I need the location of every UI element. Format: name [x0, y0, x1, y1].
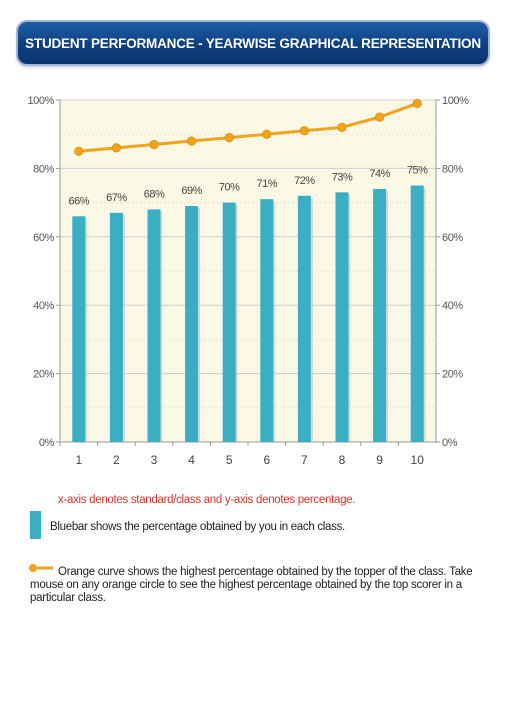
y-tick-label-left: 100%	[27, 95, 54, 107]
y-tick-label-right: 40%	[442, 300, 463, 312]
bar	[335, 192, 349, 442]
y-tick-label-right: 20%	[442, 369, 463, 381]
topper-point	[74, 146, 84, 156]
y-tick-label-right: 0%	[442, 437, 458, 449]
bar	[260, 199, 274, 442]
x-tick-label: 1	[75, 453, 82, 467]
bar-value-label: 72%	[294, 175, 315, 187]
legend-bar-text: Bluebar shows the percentage obtained by…	[50, 521, 345, 533]
y-tick-label-left: 20%	[33, 369, 54, 381]
axis-note: x-axis denotes standard/class and y-axis…	[58, 494, 356, 506]
bar-value-label: 73%	[332, 171, 353, 183]
bar	[222, 202, 236, 442]
bar	[109, 212, 123, 442]
topper-point	[187, 136, 197, 146]
x-tick-label: 3	[151, 453, 158, 467]
bar	[373, 188, 387, 442]
bar-value-label: 74%	[369, 168, 390, 180]
x-tick-label: 10	[411, 453, 425, 467]
x-tick-label: 2	[113, 453, 120, 467]
y-tick-label-left: 0%	[39, 437, 55, 449]
y-tick-label-left: 80%	[33, 163, 54, 175]
bar-value-label: 68%	[144, 188, 165, 200]
bar-value-label: 71%	[257, 178, 278, 190]
x-tick-label: 8	[339, 453, 346, 467]
topper-point	[262, 129, 272, 139]
y-tick-label-left: 60%	[33, 232, 54, 244]
page-title: STUDENT PERFORMANCE - YEARWISE GRAPHICAL…	[18, 22, 488, 64]
bar-value-label: 70%	[219, 182, 240, 194]
bar-value-label: 66%	[69, 195, 90, 207]
y-tick-label-right: 60%	[442, 232, 463, 244]
bar	[72, 216, 86, 442]
legend-line-text: Orange curve shows the highest percentag…	[30, 566, 473, 604]
topper-point	[111, 143, 122, 153]
bar	[410, 185, 424, 442]
x-tick-label: 4	[188, 453, 195, 467]
x-tick-label: 7	[301, 453, 308, 467]
x-tick-label: 5	[226, 453, 233, 467]
topper-point	[337, 122, 347, 132]
topper-line	[78, 102, 418, 153]
legend-bar-swatch	[30, 511, 41, 539]
legend-line-swatch	[29, 564, 53, 572]
bar-value-label: 67%	[106, 192, 127, 204]
bar	[147, 209, 161, 442]
bar-value-label: 75%	[407, 165, 428, 177]
y-tick-label-right: 80%	[442, 163, 463, 175]
bar-value-label: 69%	[181, 185, 202, 197]
topper-point	[149, 139, 159, 150]
x-tick-label: 6	[263, 453, 270, 467]
x-tick-label: 9	[376, 453, 383, 467]
y-tick-label-right: 100%	[442, 95, 469, 107]
topper-point	[374, 112, 385, 122]
topper-point	[299, 126, 309, 136]
bar	[297, 195, 311, 442]
y-tick-label-left: 40%	[33, 300, 54, 312]
bar	[185, 206, 199, 442]
topper-point	[224, 133, 234, 143]
topper-point	[412, 98, 422, 109]
performance-chart: 0% 0% 20% 20% 40% 40% 60% 60% 80% 80% 100% 100% 66% 6…	[27, 95, 469, 467]
